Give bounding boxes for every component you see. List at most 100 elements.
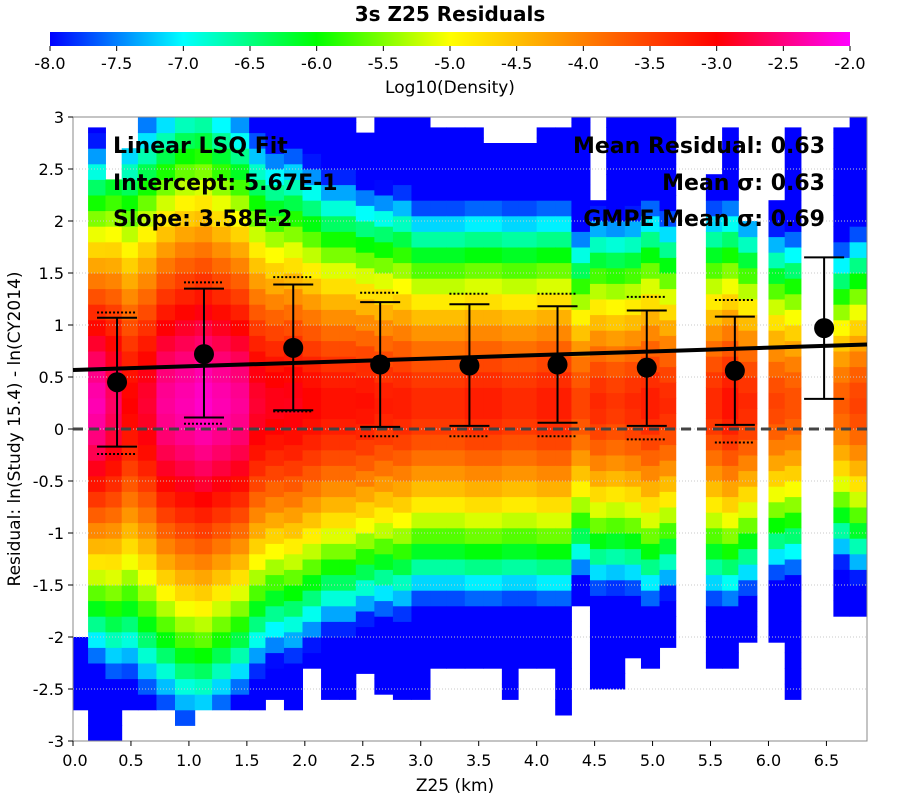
density-cell bbox=[722, 590, 739, 607]
density-cell bbox=[374, 179, 394, 196]
density-cell bbox=[339, 481, 357, 498]
density-cell bbox=[705, 543, 723, 560]
density-cell bbox=[121, 647, 139, 664]
density-cell bbox=[483, 449, 503, 466]
density-cell bbox=[249, 148, 266, 165]
density-cell bbox=[230, 210, 250, 227]
density-cell bbox=[464, 137, 484, 154]
density-cell bbox=[411, 637, 431, 654]
density-cell bbox=[833, 257, 851, 274]
density-cell bbox=[355, 486, 375, 503]
colorbar-label: Log10(Density) bbox=[385, 78, 515, 98]
density-cell bbox=[249, 522, 266, 539]
density-cell bbox=[321, 403, 341, 420]
density-cell bbox=[392, 371, 412, 388]
density-cell bbox=[392, 278, 412, 295]
density-cell bbox=[606, 127, 626, 144]
density-cell bbox=[501, 293, 519, 310]
density-cell bbox=[722, 418, 739, 435]
density-cell bbox=[640, 637, 661, 654]
density-cell bbox=[624, 564, 642, 581]
density-cell bbox=[518, 278, 538, 295]
y-tick-label: 3 bbox=[54, 108, 64, 127]
colorbar-tick-label: -7.5 bbox=[101, 54, 132, 73]
density-cell bbox=[606, 579, 626, 596]
density-cell bbox=[283, 678, 304, 695]
x-axis-label: Z25 (km) bbox=[416, 776, 494, 796]
density-cell bbox=[121, 257, 139, 274]
density-cell bbox=[606, 158, 626, 175]
density-cell bbox=[411, 465, 431, 482]
density-cell bbox=[355, 611, 375, 628]
density-cell bbox=[339, 621, 357, 638]
density-cell bbox=[156, 241, 176, 258]
density-cell bbox=[606, 548, 626, 565]
density-cell bbox=[88, 507, 106, 524]
density-cell bbox=[283, 210, 304, 227]
density-cell bbox=[265, 325, 285, 342]
density-cell bbox=[430, 527, 447, 544]
density-cell bbox=[88, 257, 106, 274]
density-cell bbox=[659, 616, 677, 633]
density-cell bbox=[738, 486, 758, 503]
density-cell bbox=[249, 413, 266, 430]
density-cell bbox=[849, 538, 867, 555]
density-cell bbox=[555, 262, 572, 279]
density-cell bbox=[659, 210, 677, 227]
density-cell bbox=[156, 304, 176, 321]
density-cell bbox=[849, 210, 867, 227]
density-cell bbox=[430, 309, 447, 326]
density-cell bbox=[374, 210, 394, 227]
density-cell bbox=[606, 517, 626, 534]
density-cell bbox=[464, 621, 484, 638]
density-cell bbox=[705, 215, 723, 232]
density-cell bbox=[175, 429, 196, 446]
density-cell bbox=[283, 117, 304, 134]
density-cell bbox=[355, 221, 375, 238]
density-cell bbox=[446, 137, 466, 154]
density-cell bbox=[659, 631, 677, 648]
density-cell bbox=[339, 215, 357, 232]
density-cell bbox=[571, 231, 591, 248]
density-cell bbox=[355, 158, 375, 175]
density-cell bbox=[212, 148, 232, 165]
density-cell bbox=[283, 538, 304, 555]
density-cell bbox=[265, 262, 285, 279]
density-cell bbox=[784, 169, 802, 186]
density-cell bbox=[283, 132, 304, 149]
density-cell bbox=[88, 444, 106, 461]
density-cell bbox=[501, 325, 519, 342]
density-cell bbox=[705, 356, 723, 373]
density-cell bbox=[230, 694, 250, 711]
density-cell bbox=[483, 153, 503, 170]
density-cell bbox=[606, 564, 626, 581]
density-cell bbox=[73, 694, 89, 711]
density-cell bbox=[555, 387, 572, 404]
density-cell bbox=[230, 569, 250, 586]
density-cell bbox=[121, 522, 139, 539]
density-cell bbox=[738, 377, 758, 394]
density-cell bbox=[536, 325, 556, 342]
x-tick-label: 3.5 bbox=[466, 751, 491, 770]
density-cell bbox=[589, 377, 607, 394]
density-cell bbox=[446, 559, 466, 576]
density-cell bbox=[518, 356, 538, 373]
density-cell bbox=[156, 382, 176, 399]
density-cell bbox=[88, 460, 106, 477]
density-cell bbox=[464, 278, 484, 295]
density-cell bbox=[175, 241, 196, 258]
density-cell bbox=[464, 325, 484, 342]
density-cell bbox=[589, 611, 607, 628]
density-cell bbox=[392, 621, 412, 638]
density-cell bbox=[722, 465, 739, 482]
density-cell bbox=[339, 637, 357, 654]
density-cell bbox=[355, 314, 375, 331]
density-cell bbox=[411, 652, 431, 669]
density-cell bbox=[659, 366, 677, 383]
density-cell bbox=[849, 148, 867, 165]
density-cell bbox=[833, 304, 851, 321]
density-cell bbox=[265, 590, 285, 607]
density-cell bbox=[624, 189, 642, 206]
density-cell bbox=[283, 429, 304, 446]
density-cell bbox=[464, 527, 484, 544]
